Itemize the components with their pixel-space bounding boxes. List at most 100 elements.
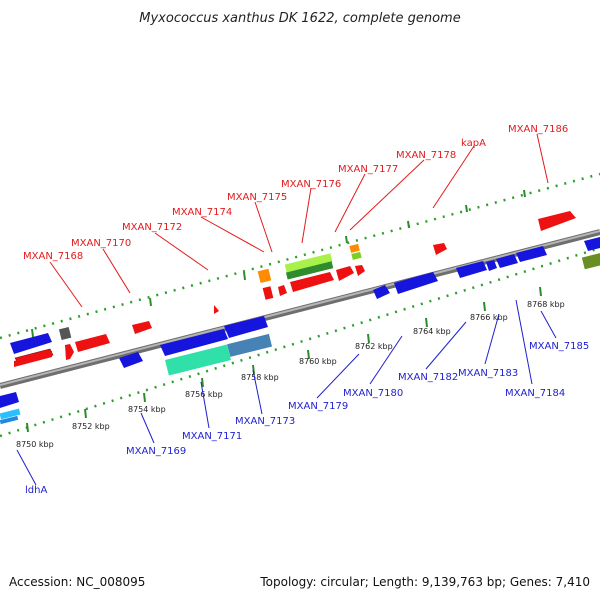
gene-label-forward[interactable]: MXAN_7170 <box>71 238 131 249</box>
gene-arrow[interactable] <box>0 392 19 408</box>
accession-text: Accession: NC_008095 <box>9 575 145 589</box>
tick-label: 8762 kbp <box>355 342 393 351</box>
major-tick <box>465 204 468 213</box>
gene-box[interactable] <box>285 261 334 280</box>
major-tick <box>367 333 370 344</box>
gene-label-reverse[interactable]: MXAN_7169 <box>126 446 186 457</box>
leader-line <box>200 381 210 429</box>
gene-arrow[interactable] <box>10 333 52 354</box>
leader-line <box>349 159 425 231</box>
major-tick <box>307 349 310 360</box>
gene-box[interactable] <box>349 243 360 253</box>
tick-labels: 8750 kbp 8752 kbp 8754 kbp 8756 kbp 8758… <box>16 300 565 449</box>
gene-label-reverse[interactable]: MXAN_7179 <box>288 401 348 412</box>
gene-arrow[interactable] <box>290 272 334 292</box>
gene-arrow[interactable] <box>433 243 447 255</box>
leader-line <box>515 299 533 385</box>
gene-arrow[interactable] <box>119 352 143 368</box>
reverse-label-group: ldhA MXAN_7169 MXAN_7171 MXAN_7173 MXAN_… <box>16 299 589 496</box>
gene-label-forward[interactable]: MXAN_7186 <box>508 124 568 135</box>
gene-label-reverse[interactable]: MXAN_7180 <box>343 388 403 399</box>
tick-label: 8760 kbp <box>299 357 337 366</box>
gene-box[interactable] <box>165 344 231 376</box>
forward-features <box>14 211 600 367</box>
gene-arrow[interactable] <box>355 265 365 276</box>
tick-label: 8754 kbp <box>128 405 166 414</box>
gene-label-reverse[interactable]: MXAN_7184 <box>505 388 565 399</box>
gene-label-forward[interactable]: MXAN_7168 <box>23 251 83 262</box>
gene-arrow[interactable] <box>278 285 287 296</box>
gene-box[interactable] <box>58 326 72 341</box>
gene-arrow[interactable] <box>394 272 438 294</box>
gene-box[interactable] <box>262 286 274 300</box>
gene-box[interactable] <box>0 408 21 420</box>
major-tick <box>31 328 34 338</box>
leader-line <box>154 232 209 271</box>
leader-line <box>102 248 131 294</box>
major-tick <box>149 297 152 307</box>
gene-arrow[interactable] <box>456 261 487 278</box>
gene-label-forward[interactable]: MXAN_7175 <box>227 192 287 203</box>
gene-arrow[interactable] <box>160 329 228 356</box>
leader-line <box>252 369 263 415</box>
leader-line <box>301 187 312 244</box>
major-tick <box>483 301 486 312</box>
gene-arrow[interactable] <box>214 305 219 314</box>
gene-arrow[interactable] <box>224 316 268 338</box>
gene-label-forward[interactable]: MXAN_7172 <box>122 222 182 233</box>
leader-line <box>536 133 549 184</box>
gene-arrow[interactable] <box>496 254 518 268</box>
gene-arrow[interactable] <box>132 321 152 334</box>
tick-label: 8764 kbp <box>413 327 451 336</box>
map-title: Myxococcus xanthus DK 1622, complete gen… <box>139 11 460 26</box>
leader-line <box>254 201 273 253</box>
gene-box[interactable] <box>351 251 362 260</box>
leader-line <box>484 313 500 365</box>
gene-box[interactable] <box>227 333 273 357</box>
gene-arrow[interactable] <box>336 266 354 281</box>
gene-arrow[interactable] <box>373 285 390 299</box>
gene-label-reverse[interactable]: ldhA <box>25 485 47 496</box>
tick-label: 8768 kbp <box>527 300 565 309</box>
gene-arrow[interactable] <box>486 260 497 271</box>
leader-line <box>49 261 83 308</box>
gene-label-forward[interactable]: MXAN_7178 <box>396 150 456 161</box>
major-tick <box>243 271 246 281</box>
major-ticks <box>26 189 542 433</box>
gene-label-reverse[interactable]: MXAN_7173 <box>235 416 295 427</box>
major-tick <box>84 408 87 419</box>
forward-label-group: MXAN_7168 MXAN_7170 MXAN_7172 MXAN_7174 … <box>23 124 568 308</box>
gene-label-reverse[interactable]: MXAN_7182 <box>398 372 458 383</box>
major-tick <box>425 317 428 328</box>
leader-line <box>369 335 403 385</box>
gene-label-reverse[interactable]: MXAN_7185 <box>529 341 589 352</box>
gene-arrow[interactable] <box>538 211 576 231</box>
gene-arrow[interactable] <box>65 344 74 360</box>
gene-label-forward[interactable]: kapA <box>461 138 486 149</box>
tick-label: 8756 kbp <box>185 390 223 399</box>
gene-box[interactable] <box>0 415 19 425</box>
gene-arrow[interactable] <box>516 246 547 262</box>
gene-arrow[interactable] <box>14 351 52 367</box>
gene-label-forward[interactable]: MXAN_7177 <box>338 164 398 175</box>
gene-arrow[interactable] <box>584 237 600 251</box>
gene-label-reverse[interactable]: MXAN_7183 <box>458 368 518 379</box>
gene-arrow[interactable] <box>75 334 110 352</box>
major-tick <box>539 286 542 297</box>
gene-label-forward[interactable]: MXAN_7174 <box>172 207 232 218</box>
tick-label: 8766 kbp <box>470 313 508 322</box>
gene-box[interactable] <box>257 268 272 284</box>
tick-label: 8750 kbp <box>16 440 54 449</box>
leader-line <box>16 449 37 486</box>
gene-box[interactable] <box>581 252 600 270</box>
major-tick <box>523 189 526 198</box>
gene-box[interactable] <box>284 253 333 274</box>
gene-label-forward[interactable]: MXAN_7176 <box>281 179 341 190</box>
leader-line <box>432 145 475 209</box>
gene-label-reverse[interactable]: MXAN_7171 <box>182 431 242 442</box>
reverse-features <box>0 237 600 425</box>
major-tick <box>345 235 348 244</box>
leader-line <box>425 321 467 370</box>
tick-label: 8758 kbp <box>241 373 279 382</box>
major-tick <box>26 422 29 433</box>
